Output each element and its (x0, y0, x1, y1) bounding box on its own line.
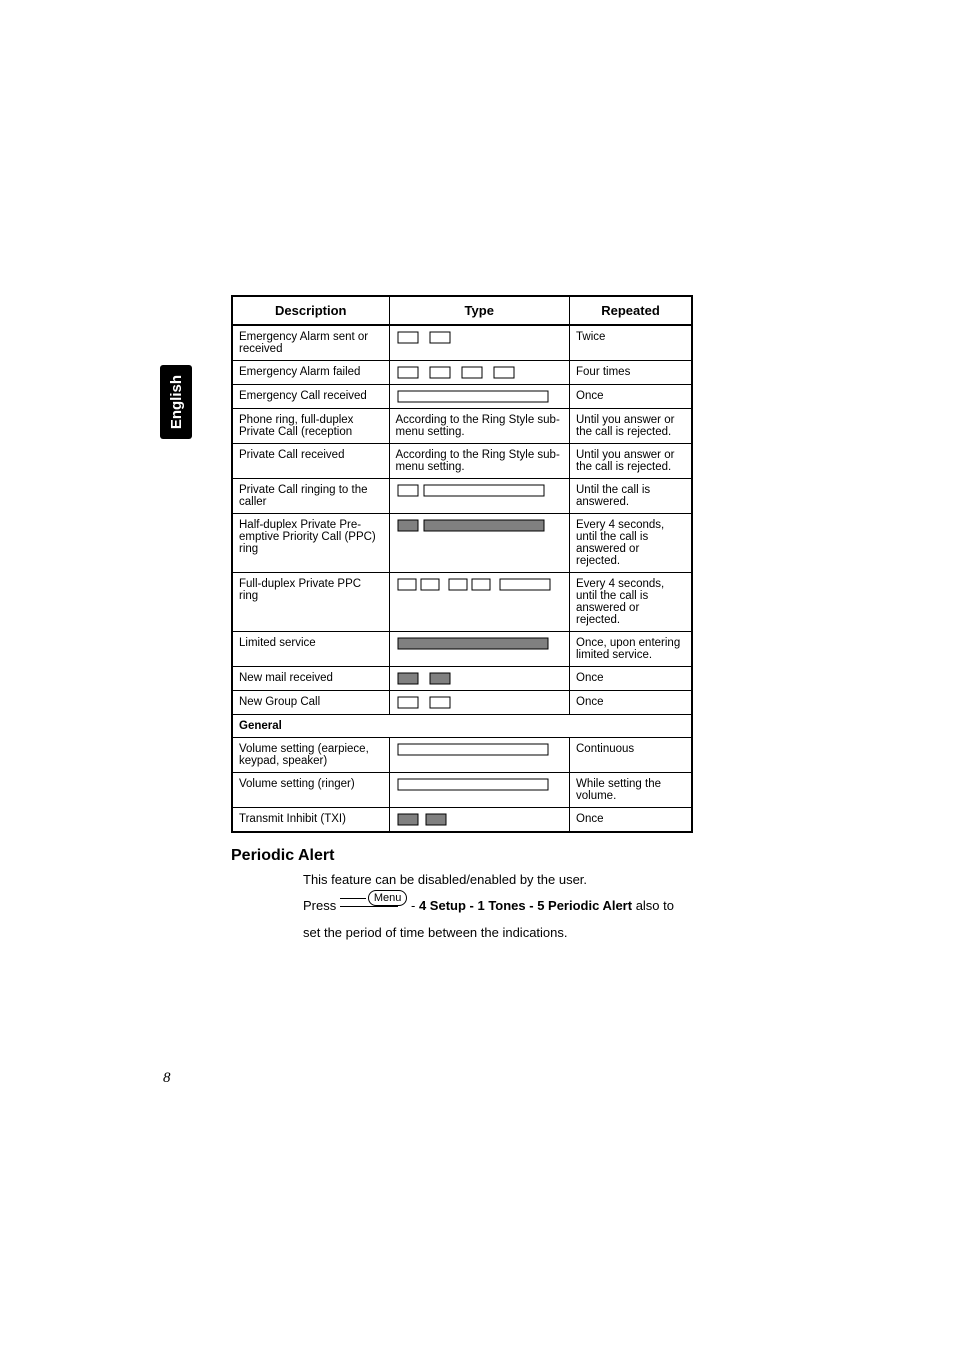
table-row: Emergency Call received Once (232, 385, 692, 409)
table-row: Volume setting (earpiece, keypad, speake… (232, 738, 692, 773)
cell-type (389, 632, 570, 667)
cell-repeated: Until the call is answered. (570, 479, 693, 514)
periodic-line1: This feature can be disabled/enabled by … (303, 872, 587, 887)
main-content: Description Type Repeated Emergency Alar… (231, 295, 693, 941)
cell-type (389, 479, 570, 514)
section-label: General (232, 715, 692, 738)
cell-description: Transmit Inhibit (TXI) (232, 808, 389, 833)
cell-description: Limited service (232, 632, 389, 667)
periodic-path-prefix: - (411, 898, 419, 913)
cell-type (389, 514, 570, 573)
table-row: Emergency Alarm sent or received Twice (232, 325, 692, 361)
cell-repeated: Once, upon entering limited service. (570, 632, 693, 667)
cell-repeated: Once (570, 808, 693, 833)
language-tab-label: English (168, 375, 185, 429)
table-row: General (232, 715, 692, 738)
cell-repeated: Continuous (570, 738, 693, 773)
cell-description: Private Call ringing to the caller (232, 479, 389, 514)
periodic-press: Press (303, 898, 336, 913)
cell-repeated: Until you answer or the call is rejected… (570, 444, 693, 479)
table-header-row: Description Type Repeated (232, 296, 692, 325)
cell-repeated: Once (570, 385, 693, 409)
language-tab: English (160, 365, 192, 439)
th-description: Description (232, 296, 389, 325)
cell-type (389, 773, 570, 808)
cell-type (389, 808, 570, 833)
cell-type (389, 573, 570, 632)
table-row: Private Call receivedAccording to the Ri… (232, 444, 692, 479)
cell-description: Emergency Call received (232, 385, 389, 409)
cell-description: Emergency Alarm failed (232, 361, 389, 385)
table-row: Private Call ringing to the caller Until … (232, 479, 692, 514)
cell-description: Phone ring, full-duplex Private Call (re… (232, 409, 389, 444)
cell-type (389, 361, 570, 385)
cell-description: Emergency Alarm sent or received (232, 325, 389, 361)
table-row: Phone ring, full-duplex Private Call (re… (232, 409, 692, 444)
cell-type (389, 738, 570, 773)
menu-underline (340, 898, 366, 899)
table-row: Half-duplex Private Pre-emptive Priority… (232, 514, 692, 573)
periodic-alert-body: This feature can be disabled/enabled by … (303, 871, 693, 941)
cell-description: New mail received (232, 667, 389, 691)
page: English Description Type Repeated Emerge… (0, 0, 954, 1351)
cell-type (389, 667, 570, 691)
table-row: Volume setting (ringer) While setting the… (232, 773, 692, 808)
cell-type (389, 691, 570, 715)
cell-repeated: Every 4 seconds, until the call is answe… (570, 573, 693, 632)
periodic-path-bold: 4 Setup - 1 Tones - 5 Periodic Alert (419, 898, 632, 913)
periodic-alert-heading: Periodic Alert (231, 847, 693, 865)
menu-button[interactable]: Menu (368, 890, 408, 906)
menu-overline (340, 906, 398, 908)
cell-type (389, 325, 570, 361)
table-row: Limited service Once, upon entering limit… (232, 632, 692, 667)
cell-description: Volume setting (earpiece, keypad, speake… (232, 738, 389, 773)
table-row: Full-duplex Private PPC ring Every 4 seco… (232, 573, 692, 632)
cell-repeated: Every 4 seconds, until the call is answe… (570, 514, 693, 573)
cell-repeated: Twice (570, 325, 693, 361)
cell-type: According to the Ring Style sub-menu set… (389, 409, 570, 444)
table-row: Transmit Inhibit (TXI) Once (232, 808, 692, 833)
cell-type: According to the Ring Style sub-menu set… (389, 444, 570, 479)
cell-repeated: Until you answer or the call is rejected… (570, 409, 693, 444)
th-repeated: Repeated (570, 296, 693, 325)
table-row: New mail received Once (232, 667, 692, 691)
cell-description: Volume setting (ringer) (232, 773, 389, 808)
cell-repeated: Once (570, 691, 693, 715)
table-row: Emergency Alarm failed Four times (232, 361, 692, 385)
th-type: Type (389, 296, 570, 325)
cell-repeated: Four times (570, 361, 693, 385)
page-number: 8 (163, 1070, 171, 1087)
cell-description: Full-duplex Private PPC ring (232, 573, 389, 632)
cell-description: Private Call received (232, 444, 389, 479)
tones-table: Description Type Repeated Emergency Alar… (231, 295, 693, 833)
cell-type (389, 385, 570, 409)
cell-repeated: While setting the volume. (570, 773, 693, 808)
cell-description: Half-duplex Private Pre-emptive Priority… (232, 514, 389, 573)
cell-repeated: Once (570, 667, 693, 691)
cell-description: New Group Call (232, 691, 389, 715)
table-row: New Group Call Once (232, 691, 692, 715)
